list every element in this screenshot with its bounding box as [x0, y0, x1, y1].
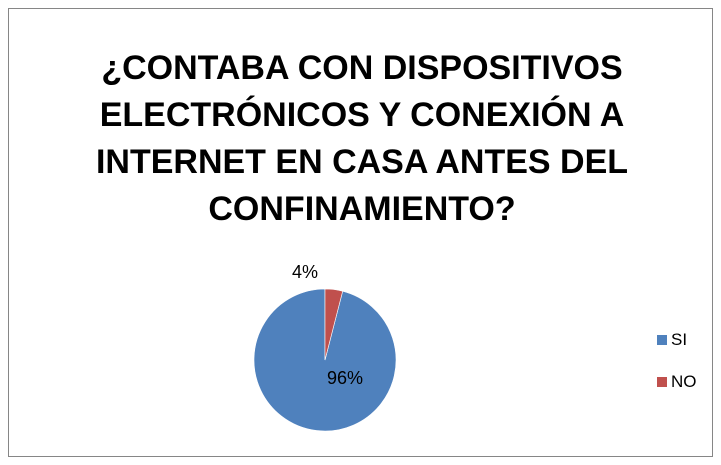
chart-area: ¿CONTABA CON DISPOSITIVOS ELECTRÓNICOS Y… — [8, 8, 713, 457]
legend-swatch-no — [657, 377, 667, 387]
legend: SI NO — [657, 329, 712, 413]
pie-slice-no — [324, 288, 344, 361]
legend-swatch-si — [657, 335, 667, 345]
legend-label-no: NO — [671, 372, 697, 391]
data-label-no: 4% — [292, 262, 318, 282]
chart-title: ¿CONTABA CON DISPOSITIVOS ELECTRÓNICOS Y… — [95, 49, 629, 228]
legend-item-si: SI — [657, 329, 712, 351]
legend-label-si: SI — [671, 330, 688, 349]
legend-item-no: NO — [657, 371, 712, 393]
pie-plot: 96% 4% — [253, 262, 397, 432]
data-label-si: 96% — [327, 368, 363, 388]
